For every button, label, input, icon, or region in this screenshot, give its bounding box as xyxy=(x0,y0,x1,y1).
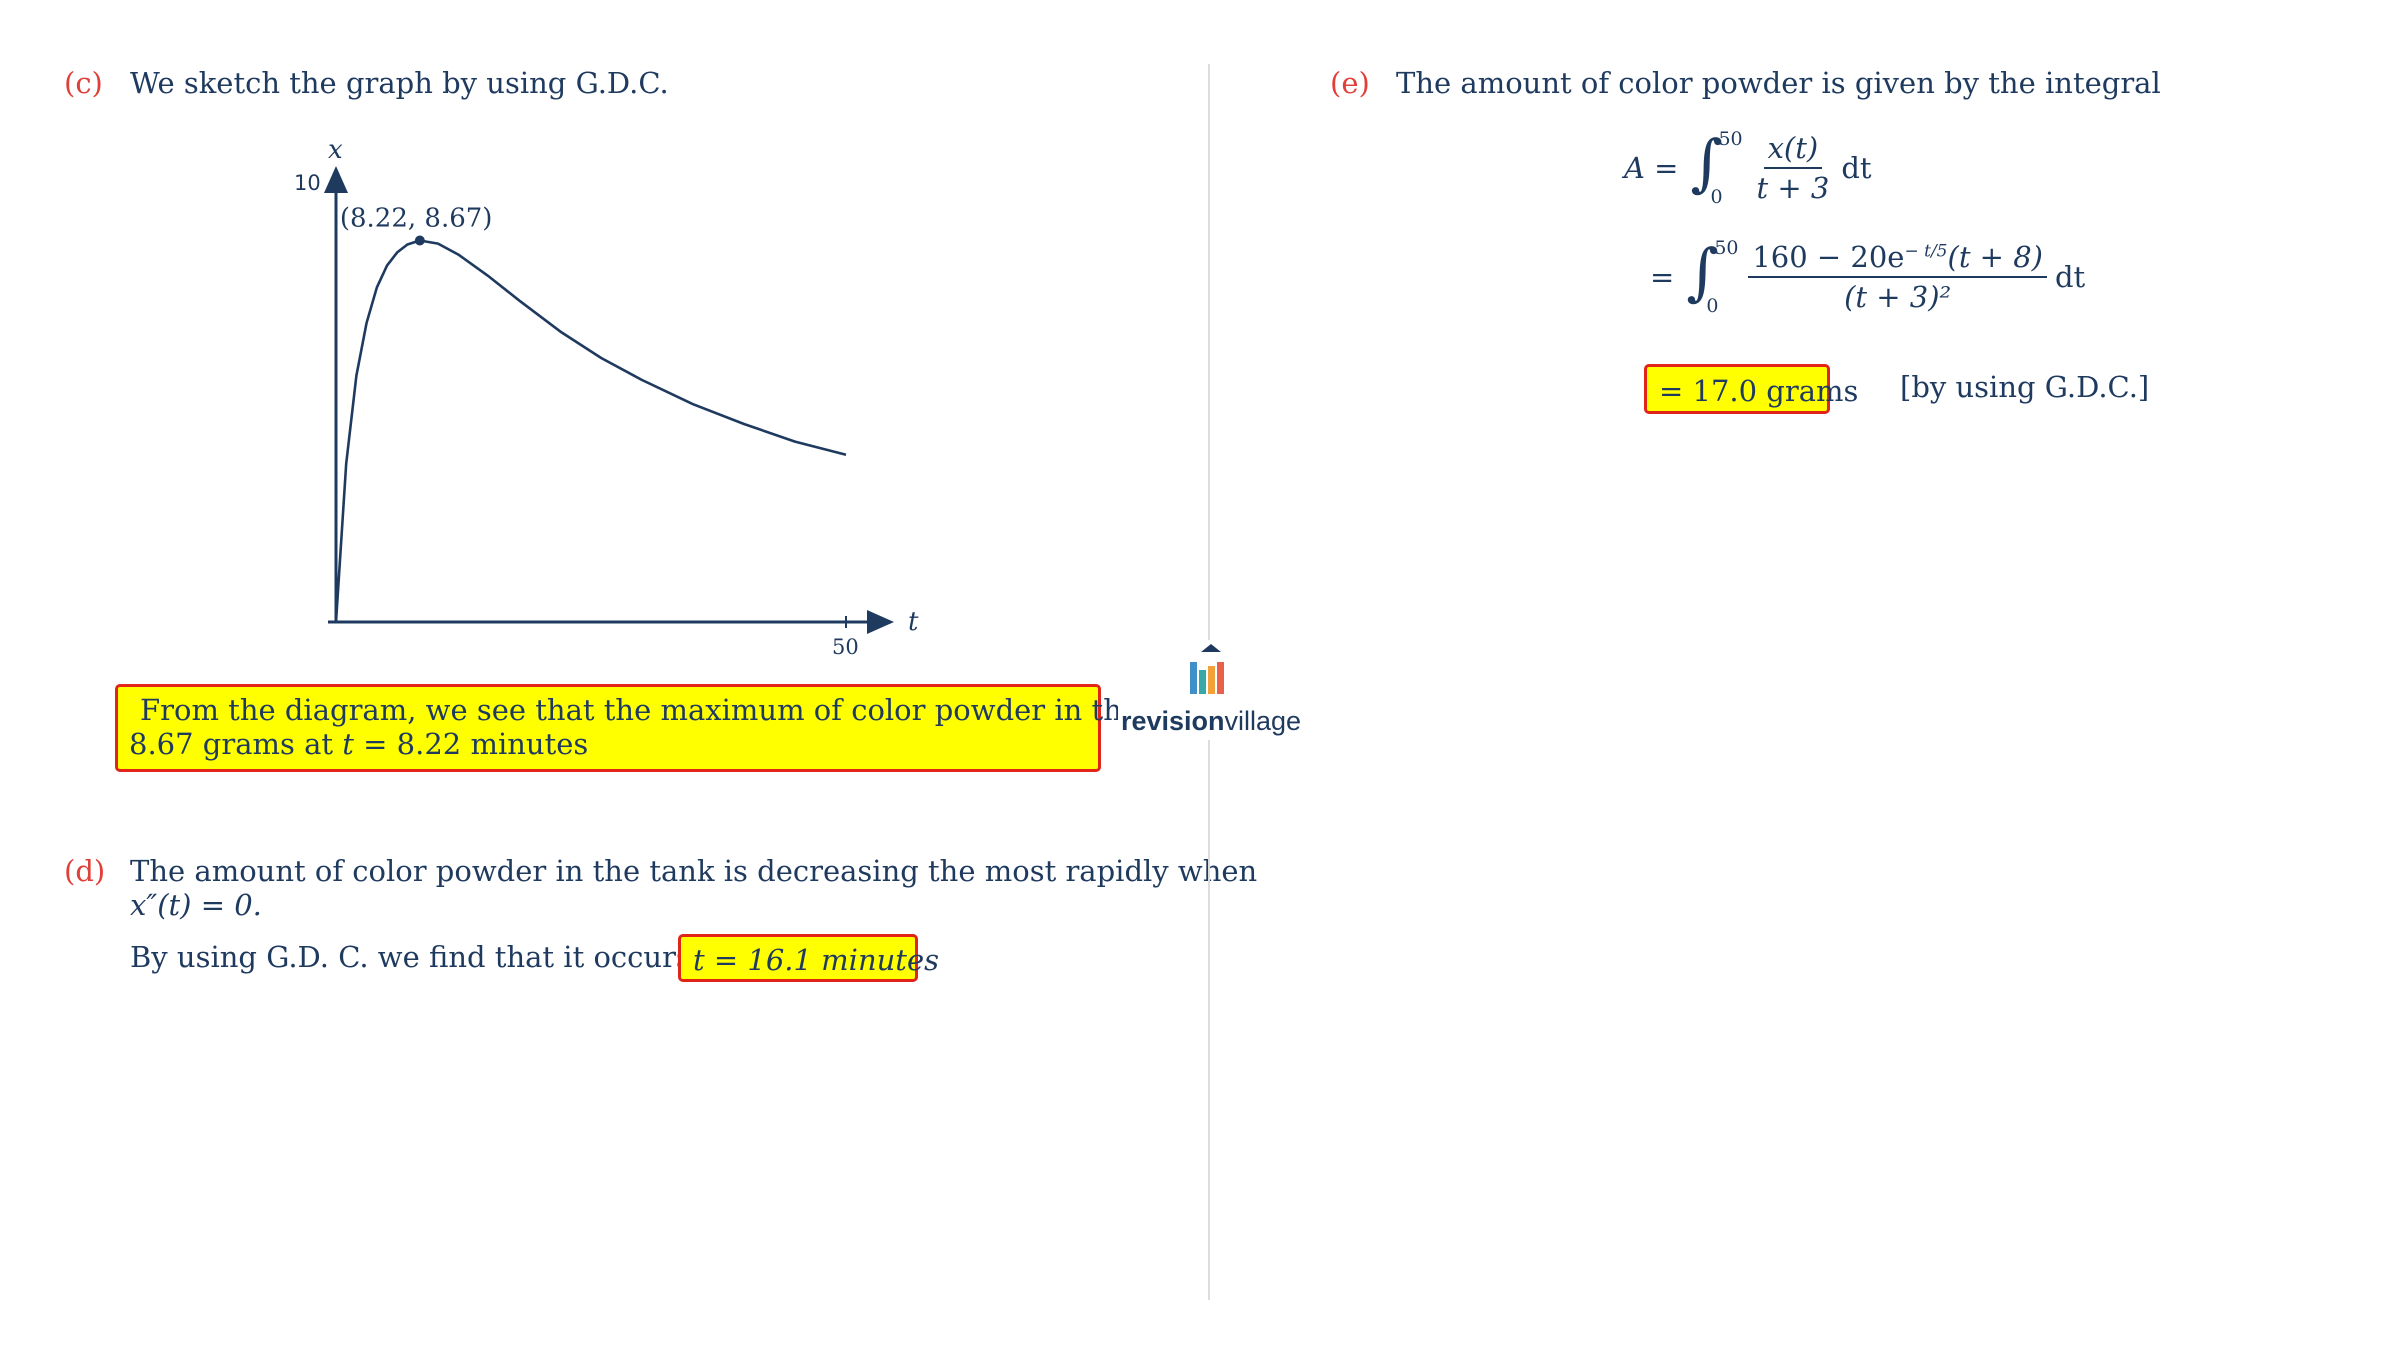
eq2-upper-limit: 50 xyxy=(1714,237,1739,259)
part-d-text-line3: By using G.D. C. we find that it occurs … xyxy=(130,940,729,974)
part-c-conclusion-line1: From the diagram, we see that the maximu… xyxy=(140,693,1247,727)
x-axis-label: t xyxy=(908,607,919,637)
eq1-numerator: x(t) xyxy=(1763,131,1823,169)
part-c-conclusion-line2-b: = 8.22 minutes xyxy=(353,727,589,761)
eq2-numerator-b: (t + 8) xyxy=(1947,240,2043,274)
part-c-conclusion-line2: 8.67 grams at t = 8.22 minutes xyxy=(129,727,588,761)
x-tick-label: 50 xyxy=(832,635,859,659)
eq1-upper-limit: 50 xyxy=(1718,128,1743,150)
eq1-denominator: t + 3 xyxy=(1756,171,1830,205)
eq1-lhs: A = xyxy=(1624,151,1679,185)
eq1-dt: dt xyxy=(1841,151,1872,185)
logo-icon xyxy=(1190,644,1224,694)
part-e-answer: = 17.0 grams xyxy=(1659,374,1859,408)
equation-line-2: = ∫ 50 0 160 − 20e− t/5(t + 8) (t + 3)² … xyxy=(1650,232,2085,322)
eq1-lower-limit: 0 xyxy=(1710,186,1723,208)
curve xyxy=(334,239,847,623)
part-e-answer-box: = 17.0 grams xyxy=(1644,364,1858,414)
eq2-denominator: (t + 3)² xyxy=(1844,280,1952,314)
eq2-dt: dt xyxy=(2054,260,2086,294)
logo-text-light: village xyxy=(1224,706,1302,736)
eq2-numerator-a: 160 − 20e xyxy=(1752,240,1905,274)
part-d-text-line2: x″(t) = 0. xyxy=(130,888,262,922)
part-e-note: [by using G.D.C.] xyxy=(1900,370,2150,404)
part-d-answer-box: t = 16.1 minutes xyxy=(678,934,939,982)
eq2-equals: = xyxy=(1650,260,1675,294)
part-e-label: (e) xyxy=(1330,66,1370,100)
eq2-integral: ∫ 50 0 xyxy=(1686,235,1739,317)
part-c-label: (c) xyxy=(64,66,103,100)
logo-wordmark: revisionvillage xyxy=(1118,706,1304,737)
max-graph: x t 50 10 (8.22, 8.67) xyxy=(294,135,919,659)
eq2-exponent: − t/5 xyxy=(1904,241,1948,262)
eq1-fraction: x(t) t + 3 xyxy=(1752,131,1833,205)
part-d-text-line1: The amount of color powder in the tank i… xyxy=(130,854,1258,888)
part-c-conclusion-var: t xyxy=(342,727,354,761)
y-tick-label: 10 xyxy=(294,171,321,195)
part-d-answer: t = 16.1 minutes xyxy=(693,943,940,977)
part-c-conclusion-line2-a: 8.67 grams at xyxy=(129,727,343,761)
part-c-conclusion-box: From the diagram, we see that the maximu… xyxy=(115,684,1247,772)
eq2-numerator: 160 − 20e− t/5(t + 8) xyxy=(1748,240,2047,278)
logo-text-bold: revision xyxy=(1120,706,1225,736)
part-c-text: We sketch the graph by using G.D.C. xyxy=(130,66,669,100)
logo: revisionvillage xyxy=(1118,640,1304,740)
maximum-point xyxy=(414,235,425,246)
part-d-label: (d) xyxy=(64,854,106,888)
part-e-text: The amount of color powder is given by t… xyxy=(1396,66,2161,100)
maximum-point-label: (8.22, 8.67) xyxy=(340,204,493,234)
eq1-integral: ∫ 50 0 xyxy=(1690,126,1743,208)
equation-line-1: A = ∫ 50 0 x(t) t + 3 dt xyxy=(1624,128,1872,208)
eq2-lower-limit: 0 xyxy=(1706,295,1719,317)
eq2-fraction: 160 − 20e− t/5(t + 8) (t + 3)² xyxy=(1748,240,2047,314)
y-axis-label: x xyxy=(328,135,343,165)
